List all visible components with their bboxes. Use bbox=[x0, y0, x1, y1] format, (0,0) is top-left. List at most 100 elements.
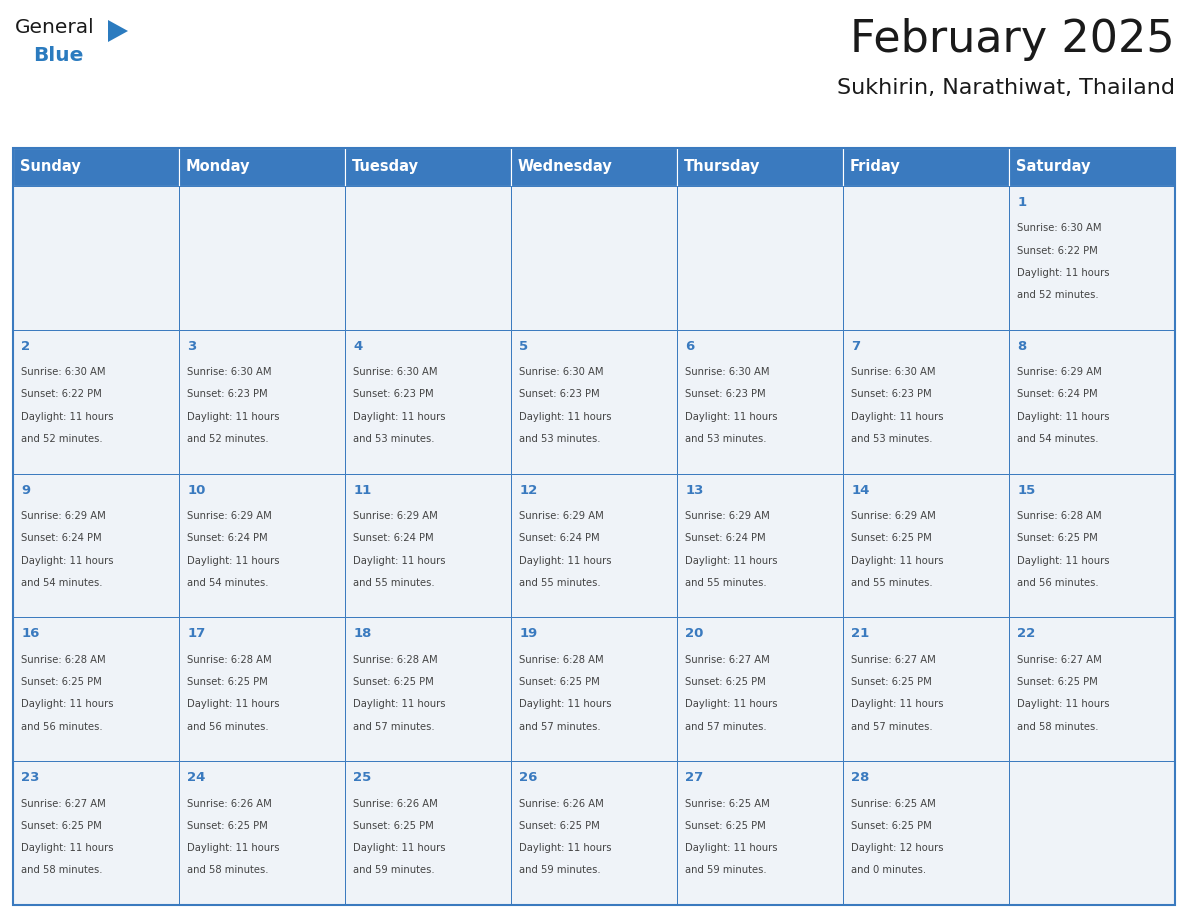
Text: 11: 11 bbox=[353, 484, 372, 497]
Text: 8: 8 bbox=[1017, 340, 1026, 353]
Bar bbox=[345, 330, 511, 474]
Text: Daylight: 11 hours: Daylight: 11 hours bbox=[852, 412, 943, 421]
Bar bbox=[511, 148, 677, 186]
Text: and 59 minutes.: and 59 minutes. bbox=[353, 866, 435, 876]
Text: and 55 minutes.: and 55 minutes. bbox=[685, 577, 767, 588]
Text: Sunset: 6:22 PM: Sunset: 6:22 PM bbox=[1017, 246, 1098, 256]
Bar bbox=[179, 474, 345, 618]
Text: Sunset: 6:25 PM: Sunset: 6:25 PM bbox=[685, 677, 766, 687]
Text: Daylight: 11 hours: Daylight: 11 hours bbox=[852, 700, 943, 710]
Text: Daylight: 11 hours: Daylight: 11 hours bbox=[21, 700, 114, 710]
Bar bbox=[13, 330, 179, 474]
Text: Sunset: 6:24 PM: Sunset: 6:24 PM bbox=[685, 533, 766, 543]
Text: Sunrise: 6:28 AM: Sunrise: 6:28 AM bbox=[353, 655, 438, 665]
Text: 22: 22 bbox=[1017, 628, 1036, 641]
Text: Thursday: Thursday bbox=[683, 160, 760, 174]
Bar bbox=[677, 761, 843, 905]
Bar bbox=[1009, 148, 1175, 186]
Text: Sunrise: 6:29 AM: Sunrise: 6:29 AM bbox=[852, 511, 936, 521]
Text: Sunset: 6:25 PM: Sunset: 6:25 PM bbox=[852, 677, 933, 687]
Text: Sunrise: 6:26 AM: Sunrise: 6:26 AM bbox=[519, 799, 604, 809]
Text: and 57 minutes.: and 57 minutes. bbox=[519, 722, 601, 732]
Text: 13: 13 bbox=[685, 484, 703, 497]
Text: Sunset: 6:24 PM: Sunset: 6:24 PM bbox=[188, 533, 268, 543]
Text: Sunset: 6:25 PM: Sunset: 6:25 PM bbox=[1017, 677, 1098, 687]
Text: Daylight: 11 hours: Daylight: 11 hours bbox=[519, 843, 612, 853]
Text: Sunset: 6:25 PM: Sunset: 6:25 PM bbox=[519, 821, 600, 831]
Polygon shape bbox=[108, 20, 128, 42]
Bar bbox=[677, 474, 843, 618]
Text: Sunrise: 6:29 AM: Sunrise: 6:29 AM bbox=[1017, 367, 1102, 377]
Text: February 2025: February 2025 bbox=[851, 18, 1175, 61]
Text: 12: 12 bbox=[519, 484, 537, 497]
Text: Sunrise: 6:29 AM: Sunrise: 6:29 AM bbox=[21, 511, 106, 521]
Text: 19: 19 bbox=[519, 628, 537, 641]
Text: Sunrise: 6:27 AM: Sunrise: 6:27 AM bbox=[852, 655, 936, 665]
Text: 28: 28 bbox=[852, 771, 870, 784]
Bar bbox=[1009, 186, 1175, 330]
Text: Sunset: 6:25 PM: Sunset: 6:25 PM bbox=[188, 677, 268, 687]
Text: and 54 minutes.: and 54 minutes. bbox=[188, 577, 268, 588]
Text: Friday: Friday bbox=[849, 160, 901, 174]
Bar bbox=[13, 148, 1175, 905]
Bar bbox=[345, 761, 511, 905]
Text: Sunrise: 6:27 AM: Sunrise: 6:27 AM bbox=[21, 799, 106, 809]
Bar bbox=[1009, 474, 1175, 618]
Text: Saturday: Saturday bbox=[1016, 160, 1091, 174]
Text: Daylight: 11 hours: Daylight: 11 hours bbox=[519, 555, 612, 565]
Text: Sunset: 6:24 PM: Sunset: 6:24 PM bbox=[519, 533, 600, 543]
Text: and 53 minutes.: and 53 minutes. bbox=[852, 434, 933, 444]
Bar bbox=[345, 148, 511, 186]
Text: and 54 minutes.: and 54 minutes. bbox=[21, 577, 103, 588]
Bar bbox=[511, 186, 677, 330]
Text: Daylight: 11 hours: Daylight: 11 hours bbox=[353, 700, 446, 710]
Bar bbox=[1009, 761, 1175, 905]
Bar bbox=[511, 330, 677, 474]
Text: and 59 minutes.: and 59 minutes. bbox=[519, 866, 601, 876]
Text: Sunrise: 6:28 AM: Sunrise: 6:28 AM bbox=[519, 655, 604, 665]
Text: and 59 minutes.: and 59 minutes. bbox=[685, 866, 767, 876]
Text: Sunset: 6:24 PM: Sunset: 6:24 PM bbox=[21, 533, 102, 543]
Text: 15: 15 bbox=[1017, 484, 1036, 497]
Text: 7: 7 bbox=[852, 340, 860, 353]
Text: and 58 minutes.: and 58 minutes. bbox=[188, 866, 268, 876]
Text: Monday: Monday bbox=[185, 160, 251, 174]
Text: 9: 9 bbox=[21, 484, 31, 497]
Text: Sunset: 6:22 PM: Sunset: 6:22 PM bbox=[21, 389, 102, 399]
Bar bbox=[13, 148, 179, 186]
Bar bbox=[511, 474, 677, 618]
Bar bbox=[843, 330, 1009, 474]
Text: Blue: Blue bbox=[33, 46, 83, 65]
Text: 18: 18 bbox=[353, 628, 372, 641]
Text: General: General bbox=[15, 18, 95, 37]
Text: Sunrise: 6:30 AM: Sunrise: 6:30 AM bbox=[685, 367, 770, 377]
Text: Sunrise: 6:25 AM: Sunrise: 6:25 AM bbox=[685, 799, 770, 809]
Text: Sunrise: 6:30 AM: Sunrise: 6:30 AM bbox=[188, 367, 272, 377]
Bar bbox=[179, 618, 345, 761]
Bar bbox=[677, 148, 843, 186]
Text: Daylight: 11 hours: Daylight: 11 hours bbox=[685, 555, 778, 565]
Text: and 57 minutes.: and 57 minutes. bbox=[852, 722, 933, 732]
Bar bbox=[13, 618, 179, 761]
Text: Wednesday: Wednesday bbox=[518, 160, 612, 174]
Text: Sunrise: 6:26 AM: Sunrise: 6:26 AM bbox=[188, 799, 272, 809]
Text: Sunrise: 6:30 AM: Sunrise: 6:30 AM bbox=[852, 367, 936, 377]
Text: Daylight: 11 hours: Daylight: 11 hours bbox=[21, 843, 114, 853]
Bar bbox=[1009, 618, 1175, 761]
Bar bbox=[13, 474, 179, 618]
Bar bbox=[345, 618, 511, 761]
Text: Tuesday: Tuesday bbox=[352, 160, 418, 174]
Bar bbox=[345, 474, 511, 618]
Text: 26: 26 bbox=[519, 771, 538, 784]
Text: Daylight: 11 hours: Daylight: 11 hours bbox=[685, 843, 778, 853]
Text: and 58 minutes.: and 58 minutes. bbox=[1017, 722, 1099, 732]
Text: Sunset: 6:25 PM: Sunset: 6:25 PM bbox=[21, 821, 102, 831]
Bar bbox=[511, 761, 677, 905]
Text: Sunrise: 6:27 AM: Sunrise: 6:27 AM bbox=[1017, 655, 1102, 665]
Text: and 55 minutes.: and 55 minutes. bbox=[353, 577, 435, 588]
Text: 27: 27 bbox=[685, 771, 703, 784]
Text: Sunrise: 6:29 AM: Sunrise: 6:29 AM bbox=[188, 511, 272, 521]
Text: Daylight: 11 hours: Daylight: 11 hours bbox=[188, 843, 280, 853]
Bar bbox=[677, 330, 843, 474]
Bar bbox=[843, 474, 1009, 618]
